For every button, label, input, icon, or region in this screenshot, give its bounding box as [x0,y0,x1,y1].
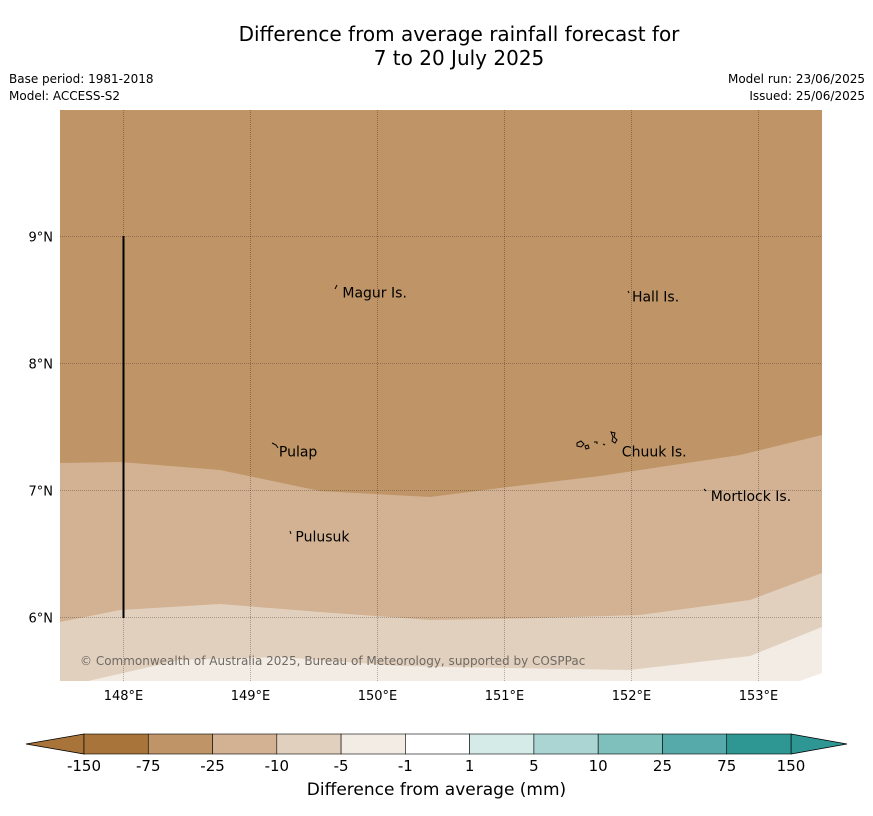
colorbar-tick-label: 1 [465,757,475,775]
latitude-tick-label: 8°N [29,358,54,373]
longitude-tick-label: 150°E [358,689,398,704]
colorbar-segment [726,733,792,755]
colorbar-over-arrow [790,733,848,755]
longitude-tick-label: 153°E [739,689,779,704]
place-label: Mortlock Is. [711,489,791,505]
title-line-1: Difference from average rainfall forecas… [238,22,680,46]
longitude-tick-label: 152°E [612,689,652,704]
title-line-2: 7 to 20 July 2025 [373,46,545,70]
place-label: Magur Is. [342,286,407,302]
meta-left: Base period: 1981-2018 Model: ACCESS-S2 [9,71,154,105]
colorbar-tick-label: -25 [200,757,225,775]
issued-text: Issued: 25/06/2025 [749,89,865,103]
colorbar: -150 -75 -25 -10 -5 -1 1 5 10 25 75 150 [25,733,848,775]
model-text: Model: ACCESS-S2 [9,89,121,103]
colorbar-segment [83,733,149,755]
colorbar-segment [405,733,470,755]
latitude-tick-label: 9°N [29,231,54,246]
graticule [60,110,822,681]
colorbar-tick-label: 150 [777,757,806,775]
model-run-text: Model run: 23/06/2025 [727,72,865,86]
chuuk-island-outline [594,441,598,444]
colorbar-tick-label: 75 [717,757,736,775]
colorbar-tick-label: 25 [653,757,672,775]
colorbar-segment [276,733,342,755]
map-panel: Magur Is. Hall Is. Pulap Chuuk Is. Mortlock … [60,110,822,681]
meta-right: Model run: 23/06/2025 Issued: 25/06/2025 [728,71,865,105]
islands [271,284,707,535]
colorbar-segment [147,733,213,755]
band-minus-10 [60,573,822,681]
colorbar-segment [340,733,406,755]
chuuk-island-outline [334,284,338,290]
colorbar-tick-label: -10 [265,757,290,775]
latitude-tick-label: 6°N [29,612,54,627]
copyright-text: © Commonwealth of Australia 2025, Bureau… [80,654,585,668]
colorbar-segment [662,733,728,755]
place-label: Chuuk Is. [622,444,687,460]
place-label: Pulusuk [295,529,350,545]
latitude-tick-label: 7°N [29,485,54,500]
colorbar-segment [533,733,599,755]
pulap-island-outline [271,442,279,449]
colorbar-tick-label: 10 [589,757,608,775]
band-minus-1 [800,673,822,681]
longitude-tick-label: 148°E [104,689,144,704]
colorbar-tick-label: -75 [136,757,161,775]
place-labels: Magur Is. Hall Is. Pulap Chuuk Is. Mortlock … [279,286,791,546]
hall-island-outline [627,290,630,294]
colorbar-tick-label: -150 [67,757,101,775]
colorbar-tick-label: -5 [334,757,349,775]
colorbar-label: Difference from average (mm) [306,780,567,800]
place-label: Pulap [279,444,318,460]
latitude-ticks: 9°N 8°N 7°N 6°N [29,231,54,627]
colorbar-segment [469,733,535,755]
mortlock-island-outline [703,488,707,492]
longitude-tick-label: 151°E [485,689,525,704]
colorbar-tick-label: -1 [398,757,413,775]
chuuk-island-outline [584,444,590,450]
colorbar-segment [212,733,278,755]
map-title: Difference from average rainfall forecas… [0,22,873,70]
pulusuk-island-outline [289,530,292,535]
chuuk-island-outline [576,440,585,448]
base-period-text: Base period: 1981-2018 [9,72,154,86]
colorbar-tick-label: 5 [529,757,539,775]
colorbar-under-arrow [25,733,85,755]
band-minus-5 [88,627,822,681]
place-label: Hall Is. [632,289,679,305]
colorbar-segment [597,733,663,755]
chuuk-island-outline [610,431,618,444]
chuuk-island-outline [602,443,606,446]
longitude-ticks: 148°E 149°E 150°E 151°E 152°E 153°E [104,689,779,704]
longitude-tick-label: 149°E [231,689,271,704]
